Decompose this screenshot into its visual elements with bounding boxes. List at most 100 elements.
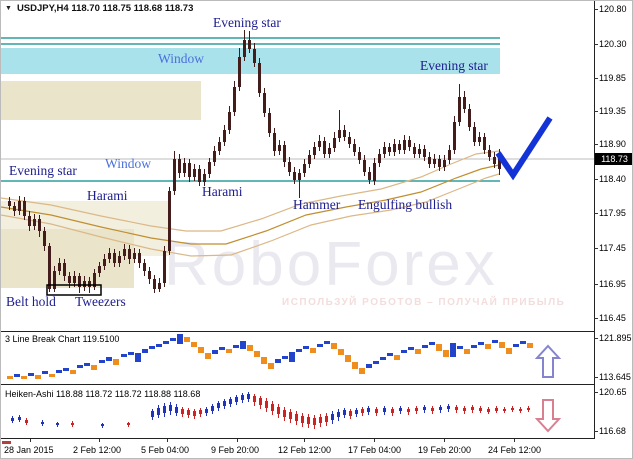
line-break-brick	[457, 346, 463, 349]
pattern-label-evening-star: Evening star	[9, 163, 77, 178]
price-tick	[594, 431, 598, 432]
heiken-ashi-body	[399, 408, 402, 411]
line-break-brick	[289, 352, 295, 362]
heiken-ashi-body	[41, 422, 44, 424]
line-break-brick	[436, 344, 442, 351]
heiken-ashi-body	[375, 409, 378, 413]
candle-body	[398, 144, 401, 150]
heiken-ashi-body	[423, 407, 426, 410]
line-break-brick	[527, 343, 533, 348]
heiken-ashi-body	[235, 397, 238, 402]
heiken-ashi-body	[271, 404, 274, 411]
line-break-brick	[247, 345, 253, 351]
candle-body	[488, 150, 491, 157]
candle-body	[8, 201, 11, 206]
candle-body	[153, 279, 156, 289]
line-break-brick	[205, 353, 211, 359]
time-tick	[167, 439, 168, 442]
symbol-ohlc-text: USDJPY,H4 118.70 118.75 118.68 118.73	[16, 3, 194, 14]
candle-body	[193, 169, 196, 177]
line-break-brick	[254, 351, 260, 357]
heiken-ashi-body	[319, 417, 322, 423]
time-axis-label: 24 Feb 12:00	[488, 445, 542, 455]
time-axis-label: 12 Feb 12:00	[278, 445, 332, 455]
heiken-ashi-body	[503, 409, 506, 411]
candle-body	[358, 152, 361, 160]
line-break-brick	[478, 342, 484, 345]
symbol-dropdown-icon[interactable]: ▼	[5, 5, 12, 12]
heiken-ashi-body	[307, 417, 310, 424]
pattern-label-harami: Harami	[87, 188, 128, 203]
line-break-brick	[91, 365, 97, 370]
heiken-ashi-body	[163, 406, 166, 413]
current-price-tag: 118.73	[595, 153, 632, 165]
heiken-ashi-body	[157, 408, 160, 415]
heiken-ashi-body	[495, 408, 498, 411]
moving-average-line	[1, 164, 500, 245]
candle-body	[88, 281, 91, 287]
heiken-ashi-body	[223, 401, 226, 406]
pattern-label-evening-star: Evening star	[213, 15, 281, 30]
heiken-ashi-panel-plot[interactable]	[1, 386, 595, 438]
panel-separator[interactable]	[1, 331, 595, 332]
line-break-panel-title: 3 Line Break Chart 119.5100	[5, 334, 120, 344]
price-axis-label: 120.80	[599, 4, 627, 14]
heiken-ashi-body	[127, 423, 130, 425]
panel-separator[interactable]	[1, 384, 595, 385]
heiken-ashi-body	[367, 408, 370, 412]
price-tick	[594, 144, 598, 145]
heiken-ashi-body	[253, 396, 256, 402]
line-break-brick	[422, 345, 428, 348]
heiken-ashi-body	[455, 407, 458, 410]
panel-separator[interactable]	[1, 438, 595, 439]
price-tick	[594, 284, 598, 285]
heiken-ashi-body	[361, 409, 364, 413]
price-tick	[594, 44, 598, 45]
candle-body	[293, 172, 296, 180]
candle-body	[63, 263, 66, 276]
symbol-header: ▼ USDJPY,H4 118.70 118.75 118.68 118.73	[5, 3, 193, 14]
candle-body	[383, 147, 386, 154]
line-break-brick	[429, 342, 435, 345]
heiken-ashi-body	[295, 414, 298, 421]
line-break-brick	[191, 342, 197, 347]
price-tick	[594, 248, 598, 249]
candle-body	[143, 263, 146, 271]
candle-body	[278, 145, 281, 151]
main-chart-plot[interactable]	[1, 1, 595, 332]
heiken-ashi-body	[331, 414, 334, 420]
line-break-brick	[121, 354, 127, 357]
line-break-brick	[7, 376, 13, 379]
candle-body	[248, 40, 251, 49]
candle-body	[453, 122, 456, 150]
line-break-brick	[49, 374, 55, 377]
heiken-ashi-body	[337, 412, 340, 417]
heiken-ashi-body	[301, 416, 304, 423]
candle-body	[83, 281, 86, 287]
indicator-axis-label: 120.65	[599, 387, 627, 397]
candle-body	[353, 144, 356, 152]
line-break-brick	[506, 348, 512, 354]
line-break-brick	[184, 337, 190, 342]
candle-body	[283, 145, 286, 162]
line-break-brick	[513, 344, 519, 347]
candle-body	[388, 147, 391, 152]
candle-body	[378, 154, 381, 163]
heiken-ashi-body	[471, 407, 474, 410]
heiken-ashi-body	[265, 401, 268, 408]
heiken-ashi-body	[391, 409, 394, 413]
line-break-panel-plot[interactable]	[1, 332, 595, 384]
time-tick	[99, 439, 100, 442]
candle-body	[318, 141, 321, 147]
heiken-ashi-body	[407, 409, 410, 412]
price-axis-label: 117.95	[599, 208, 626, 218]
line-break-brick	[113, 359, 119, 365]
line-break-brick	[499, 342, 505, 348]
candle-body	[28, 216, 31, 226]
forecast-arrow	[495, 116, 553, 181]
pattern-label-evening-star: Evening star	[420, 58, 488, 73]
candle-body	[468, 109, 471, 127]
heiken-ashi-body	[289, 412, 292, 419]
candle-body	[58, 263, 61, 271]
heiken-ashi-body	[175, 407, 178, 413]
